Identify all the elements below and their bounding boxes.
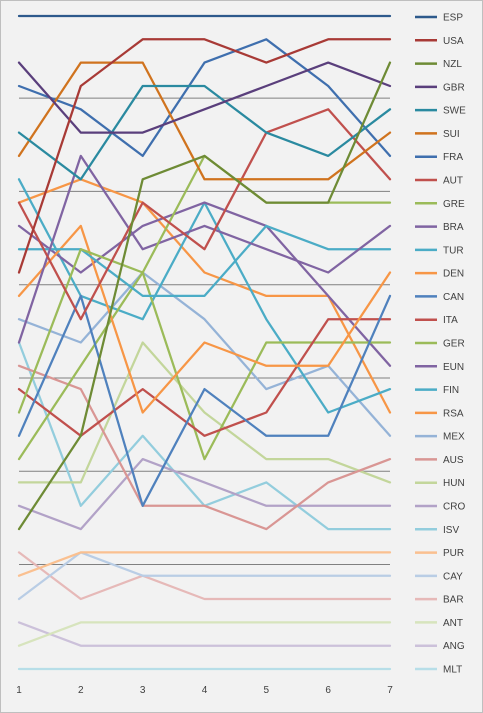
legend-item-tur: TUR <box>415 245 464 256</box>
legend-item-esp: ESP <box>415 13 463 24</box>
legend-label: CAN <box>443 292 464 303</box>
legend-label: CRO <box>443 502 465 513</box>
legend-label: FIN <box>443 385 459 396</box>
legend-item-mex: MEX <box>415 432 465 443</box>
legend-item-eun: EUN <box>415 362 464 373</box>
legend-label: ANG <box>443 641 465 652</box>
legend-label: TUR <box>443 245 464 256</box>
legend-item-hun: HUN <box>415 478 465 489</box>
legend-item-aut: AUT <box>415 176 463 187</box>
legend-item-bra: BRA <box>415 222 464 233</box>
legend-label: SUI <box>443 129 460 140</box>
legend-item-fra: FRA <box>415 152 463 163</box>
legend-item-pur: PUR <box>415 548 464 559</box>
legend-item-ant: ANT <box>415 618 463 629</box>
legend-item-sui: SUI <box>415 129 460 140</box>
legend-label: ESP <box>443 13 463 24</box>
legend-label: HUN <box>443 478 465 489</box>
series-line-nzl <box>17 61 392 531</box>
legend-item-rsa: RSA <box>415 408 464 419</box>
series-line-cay <box>17 551 392 601</box>
x-tick-label: 6 <box>325 685 331 696</box>
legend-item-nzl: NZL <box>415 59 462 70</box>
series-line-den <box>17 224 392 414</box>
legend-item-mlt: MLT <box>415 665 462 676</box>
legend-label: USA <box>443 36 464 47</box>
legend-label: BRA <box>443 222 464 233</box>
legend-item-aus: AUS <box>415 455 464 466</box>
legend-item-bar: BAR <box>415 595 464 606</box>
legend-label: AUS <box>443 455 464 466</box>
legend-label: NZL <box>443 59 462 70</box>
legend-item-gre: GRE <box>415 199 465 210</box>
legend-label: GBR <box>443 82 465 93</box>
series-line-bra <box>17 154 392 344</box>
gridlines <box>19 97 390 566</box>
series-line-bar <box>17 551 392 601</box>
x-axis: 1 2 3 4 5 6 7 <box>16 685 393 696</box>
series-line-ger <box>17 271 392 461</box>
legend-label: EUN <box>443 362 464 373</box>
series-line-ang <box>17 621 392 647</box>
x-tick-label: 7 <box>387 685 393 696</box>
legend-label: MLT <box>443 665 462 676</box>
legend-label: RSA <box>443 408 464 419</box>
x-tick-label: 5 <box>264 685 270 696</box>
legend-item-den: DEN <box>415 269 464 280</box>
legend-item-ang: ANG <box>415 641 465 652</box>
series-line-sui <box>17 61 392 181</box>
x-tick-label: 3 <box>140 685 146 696</box>
legend: ESP USA NZL GBR SWE SUI FRA AUT GRE BRA TUR DEN CAN I… <box>415 13 466 676</box>
legend-item-ger: GER <box>415 339 465 350</box>
series-line-can <box>17 294 392 507</box>
legend-label: MEX <box>443 432 465 443</box>
legend-label: PUR <box>443 548 464 559</box>
legend-item-can: CAN <box>415 292 464 303</box>
legend-item-fin: FIN <box>415 385 459 396</box>
legend-label: GER <box>443 339 465 350</box>
legend-label: AUT <box>443 176 463 187</box>
series-line-gbr <box>17 61 392 134</box>
legend-item-ita: ITA <box>415 315 458 326</box>
series-line-aus <box>17 364 392 531</box>
legend-label: GRE <box>443 199 465 210</box>
x-tick-label: 2 <box>78 685 84 696</box>
series-line-usa <box>17 38 392 274</box>
legend-item-cay: CAY <box>415 571 463 582</box>
legend-item-isv: ISV <box>415 525 459 536</box>
series-line-hun <box>17 341 392 484</box>
legend-label: SWE <box>443 106 466 117</box>
legend-item-gbr: GBR <box>415 82 465 93</box>
legend-label: BAR <box>443 595 464 606</box>
series-line-fra <box>17 38 392 158</box>
series-line-pur <box>17 551 392 577</box>
series-line-eun <box>17 201 392 367</box>
x-tick-label: 1 <box>16 685 22 696</box>
legend-label: ANT <box>443 618 463 629</box>
series-line-ant <box>17 621 392 647</box>
legend-label: DEN <box>443 269 464 280</box>
legend-item-swe: SWE <box>415 106 466 117</box>
legend-item-cro: CRO <box>415 502 465 513</box>
legend-label: CAY <box>443 571 463 582</box>
x-tick-label: 4 <box>202 685 208 696</box>
series-line-cro <box>17 457 392 531</box>
legend-label: ITA <box>443 315 458 326</box>
legend-label: FRA <box>443 152 463 163</box>
series-lines <box>17 14 392 671</box>
series-line-aut <box>17 108 392 321</box>
legend-label: ISV <box>443 525 459 536</box>
series-line-swe <box>17 84 392 181</box>
legend-item-usa: USA <box>415 36 464 47</box>
